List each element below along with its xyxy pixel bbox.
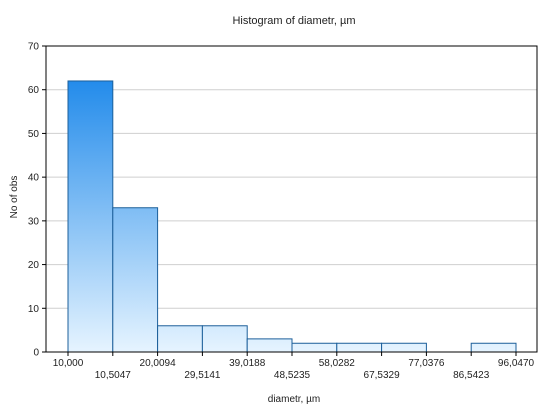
y-tick-label: 0 <box>33 348 39 359</box>
y-tick-label: 20 <box>28 260 40 271</box>
histogram-bar <box>246 338 293 353</box>
y-tick-label: 50 <box>28 129 40 140</box>
x-tick-label: 20,0094 <box>140 358 177 369</box>
x-tick-label: 48,5235 <box>274 370 311 381</box>
histogram-bar <box>291 342 338 353</box>
histogram-bar <box>157 325 203 353</box>
x-tick-label: 58,0282 <box>319 358 356 369</box>
x-tick-label: 96,0470 <box>498 358 535 369</box>
histogram-bar <box>112 207 159 353</box>
histogram-bar <box>67 80 114 353</box>
x-axis-ticks: 10,000 10,5047 20,0094 29,5141 39,0188 48,523… <box>53 352 535 381</box>
y-tick-label: 40 <box>28 173 40 184</box>
x-tick-label: 10,000 <box>53 358 84 369</box>
histogram-bar <box>381 342 427 353</box>
chart-title: Histogram of diametr, µm <box>232 15 355 27</box>
y-tick-label: 70 <box>28 42 40 53</box>
histogram-bar <box>201 325 248 353</box>
histogram-bar <box>336 342 383 353</box>
x-tick-label: 86,5423 <box>453 370 490 381</box>
y-tick-label: 60 <box>28 85 40 96</box>
x-tick-label: 29,5141 <box>184 370 221 381</box>
x-tick-label: 77,0376 <box>408 358 445 369</box>
y-axis-label: No of obs <box>9 176 20 219</box>
y-axis-ticks: 0 10 20 30 40 50 60 70 <box>28 42 46 359</box>
x-tick-label: 67,5329 <box>364 370 401 381</box>
histogram-bars <box>67 80 517 353</box>
x-axis-label: diametr, µm <box>268 394 320 405</box>
x-tick-label: 10,5047 <box>95 370 132 381</box>
y-tick-label: 10 <box>28 304 40 315</box>
y-tick-label: 30 <box>28 216 40 227</box>
histogram-bar <box>470 342 517 353</box>
x-tick-label: 39,0188 <box>229 358 266 369</box>
